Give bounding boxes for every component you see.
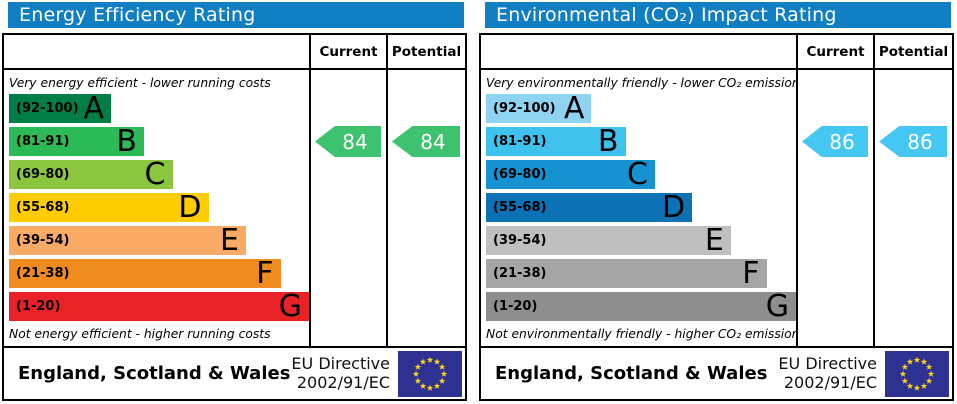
band-bar: (1-20) G (486, 289, 796, 324)
potential-column-header: Potential (386, 35, 465, 68)
panel-title: Energy Efficiency Rating (8, 2, 464, 28)
band-range: (92-100) (16, 101, 79, 116)
band-letter: F (256, 256, 274, 291)
header-spacer (481, 35, 796, 68)
band-range: (69-80) (16, 167, 70, 182)
band-row-d: (55-68) D (486, 190, 796, 225)
band-letter: G (278, 289, 302, 324)
header-spacer (4, 35, 309, 68)
table-body: Very energy efficient - lower running co… (4, 70, 465, 346)
current-column-header: Current (309, 35, 386, 68)
eu-flag-icon (398, 350, 462, 397)
current-rating-arrow: 86 (802, 126, 868, 157)
band-range: (81-91) (493, 134, 547, 149)
region-label: England, Scotland & Wales (495, 363, 768, 384)
bottom-caption: Not environmentally friendly - higher CO… (486, 327, 796, 341)
band-range: (55-68) (493, 200, 547, 215)
band-range: (21-38) (493, 266, 547, 281)
band-row-g: (1-20) G (486, 289, 796, 324)
band-bar: (92-100) A (486, 91, 592, 126)
band-bar: (21-38) F (9, 256, 281, 291)
band-bar: (81-91) B (9, 124, 144, 159)
band-bar: (69-80) C (486, 157, 655, 192)
band-row-f: (21-38) F (9, 256, 309, 291)
band-row-b: (81-91) B (486, 124, 796, 159)
band-range: (1-20) (16, 299, 61, 314)
band-row-b: (81-91) B (9, 124, 309, 159)
band-letter: C (626, 157, 648, 192)
table-header-row: Current Potential (481, 35, 952, 70)
bottom-caption: Not energy efficient - higher running co… (9, 327, 271, 341)
band-bar: (21-38) F (486, 256, 767, 291)
band-letter: A (83, 91, 104, 126)
eu-flag-icon (885, 350, 949, 397)
current-value-cell: 86 (796, 70, 873, 346)
band-letter: B (116, 124, 137, 159)
current-column-header: Current (796, 35, 873, 68)
eu-directive-line1: EU Directive (291, 353, 390, 373)
eu-directive-label: EU Directive 2002/91/EC (778, 353, 877, 393)
band-range: (92-100) (493, 101, 556, 116)
band-row-a: (92-100) A (9, 91, 309, 126)
top-caption: Very energy efficient - lower running co… (9, 76, 271, 90)
band-letter: F (742, 256, 760, 291)
top-caption: Very environmentally friendly - lower CO… (486, 76, 796, 90)
band-letter: D (178, 190, 202, 225)
band-letter: B (597, 124, 619, 159)
rating-table: Current Potential Very environmentally f… (479, 33, 954, 348)
band-bar: (55-68) D (9, 190, 209, 225)
band-range: (39-54) (16, 233, 70, 248)
eu-directive-line2: 2002/91/EC (783, 372, 877, 392)
band-bar: (39-54) E (486, 223, 731, 258)
band-row-f: (21-38) F (486, 256, 796, 291)
band-range: (55-68) (16, 200, 70, 215)
band-range: (39-54) (493, 233, 547, 248)
table-body: Very environmentally friendly - lower CO… (481, 70, 952, 346)
band-row-a: (92-100) A (486, 91, 796, 126)
band-range: (81-91) (16, 134, 70, 149)
band-row-e: (39-54) E (9, 223, 309, 258)
band-letter: E (220, 223, 239, 258)
eu-directive-line2: 2002/91/EC (296, 372, 390, 392)
band-range: (21-38) (16, 266, 70, 281)
panel-footer: England, Scotland & Wales EU Directive 2… (2, 346, 467, 401)
environmental-impact-panel: Environmental (CO₂) Impact Rating Curren… (479, 2, 954, 401)
band-row-d: (55-68) D (9, 190, 309, 225)
band-letter: D (662, 190, 686, 225)
current-value-cell: 84 (309, 70, 386, 346)
potential-rating-arrow: 84 (392, 126, 460, 157)
band-letter: A (563, 91, 585, 126)
band-bar: (39-54) E (9, 223, 246, 258)
current-rating-arrow: 84 (315, 126, 381, 157)
band-range: (1-20) (493, 299, 538, 314)
band-letter: C (144, 157, 166, 192)
band-bar: (1-20) G (9, 289, 309, 324)
band-range: (69-80) (493, 167, 547, 182)
band-row-c: (69-80) C (486, 157, 796, 192)
panel-title: Environmental (CO₂) Impact Rating (485, 2, 951, 28)
table-header-row: Current Potential (4, 35, 465, 70)
band-letter: G (765, 289, 789, 324)
bands-area: Very environmentally friendly - lower CO… (481, 70, 796, 346)
potential-rating-arrow: 86 (879, 126, 947, 157)
potential-value-cell: 86 (873, 70, 952, 346)
band-row-c: (69-80) C (9, 157, 309, 192)
eu-directive-line1: EU Directive (778, 353, 877, 373)
band-letter: E (704, 223, 724, 258)
rating-table: Current Potential Very energy efficient … (2, 33, 467, 348)
band-bar: (81-91) B (486, 124, 626, 159)
potential-value-cell: 84 (386, 70, 465, 346)
band-bar: (69-80) C (9, 157, 173, 192)
band-row-e: (39-54) E (486, 223, 796, 258)
band-bar: (92-100) A (9, 91, 111, 126)
band-row-g: (1-20) G (9, 289, 309, 324)
potential-column-header: Potential (873, 35, 952, 68)
region-label: England, Scotland & Wales (18, 363, 291, 384)
bands-area: Very energy efficient - lower running co… (4, 70, 309, 346)
panel-footer: England, Scotland & Wales EU Directive 2… (479, 346, 954, 401)
eu-directive-label: EU Directive 2002/91/EC (291, 353, 390, 393)
band-bar: (55-68) D (486, 190, 693, 225)
energy-efficiency-panel: Energy Efficiency Rating Current Potenti… (2, 2, 467, 401)
